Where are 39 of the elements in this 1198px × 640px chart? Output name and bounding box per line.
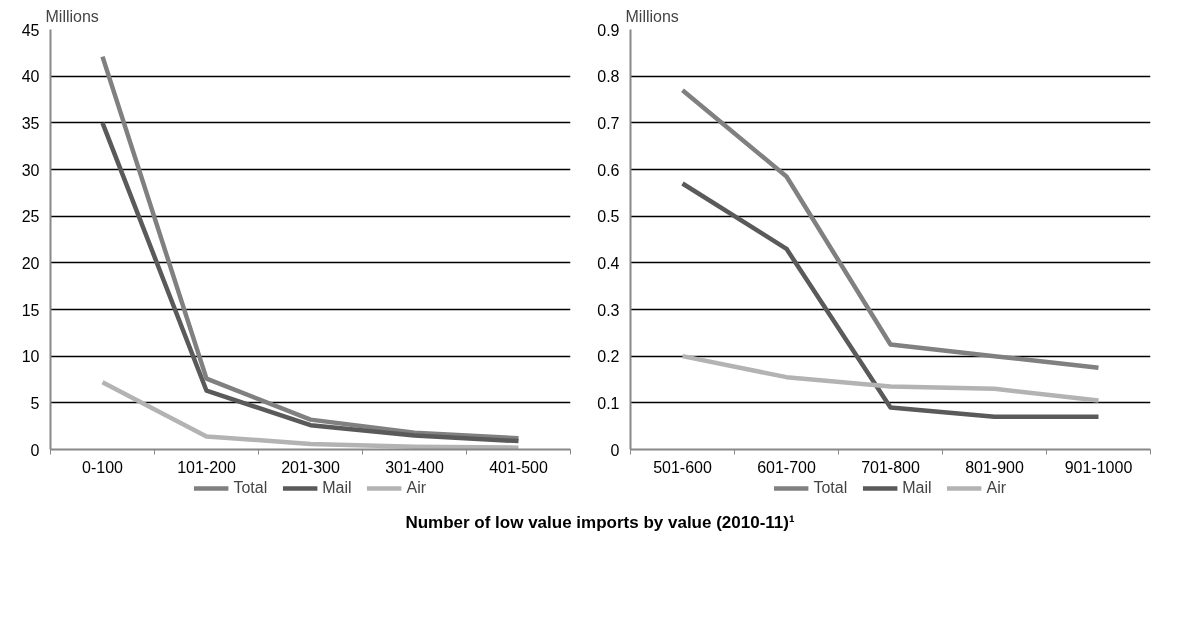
x-tick-label: 0-100 xyxy=(82,458,124,476)
y-tick-label: 35 xyxy=(21,114,40,132)
legend-label: Air xyxy=(406,479,427,497)
y-tick-label: 20 xyxy=(21,254,40,272)
y-axis-title: Millions xyxy=(45,7,99,25)
y-tick-label: 0.1 xyxy=(597,394,620,412)
x-tick-label: 601-700 xyxy=(757,458,816,476)
legend-label: Total xyxy=(813,479,848,497)
x-tick-label: 501-600 xyxy=(653,458,712,476)
y-tick-label: 0.5 xyxy=(597,208,620,226)
y-tick-label: 0.8 xyxy=(597,68,620,86)
x-tick-label: 901-1000 xyxy=(1064,458,1133,476)
legend-label: Air xyxy=(986,479,1007,497)
y-tick-label: 15 xyxy=(21,301,40,319)
y-tick-label: 10 xyxy=(21,348,40,366)
x-tick-label: 201-300 xyxy=(281,458,340,476)
text: Number of low value imports by value (2010-11)¹ xyxy=(405,512,795,534)
legend-label: Mail xyxy=(902,479,932,497)
y-axis-title: Millions xyxy=(625,7,679,25)
y-tick-label: 0.3 xyxy=(597,301,620,319)
y-tick-label: 0.7 xyxy=(597,114,620,132)
legend-label: Mail xyxy=(322,479,352,497)
y-tick-label: 30 xyxy=(21,161,40,179)
y-tick-label: 40 xyxy=(21,68,40,86)
y-tick-label: 0.9 xyxy=(597,21,620,39)
y-tick-label: 0.6 xyxy=(597,161,620,179)
x-tick-label: 801-900 xyxy=(965,458,1024,476)
x-tick-label: 301-400 xyxy=(385,458,444,476)
x-tick-label: 101-200 xyxy=(177,458,236,476)
y-tick-label: 0 xyxy=(30,441,40,459)
y-tick-label: 5 xyxy=(30,394,40,412)
x-tick-label: 701-800 xyxy=(861,458,920,476)
y-tick-label: 0.4 xyxy=(597,254,620,272)
x-tick-label: 401-500 xyxy=(489,458,548,476)
y-tick-label: 0.2 xyxy=(597,348,620,366)
y-tick-label: 25 xyxy=(21,208,40,226)
y-tick-label: 45 xyxy=(21,21,40,39)
legend-label: Total xyxy=(233,479,268,497)
y-tick-label: 0 xyxy=(610,441,620,459)
